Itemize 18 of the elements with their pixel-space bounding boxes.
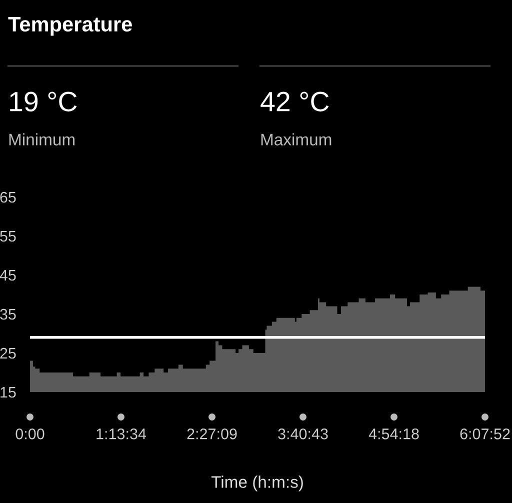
text: 19 °C [10, 92, 77, 112]
x-tick-label: 3:40:43 [278, 428, 328, 440]
chart-title: Temperature [8, 17, 132, 36]
x-tick-label: 4:54:18 [368, 428, 419, 440]
x-tick-label: 6:07:52 [460, 428, 510, 440]
y-tick-label: 35 [0, 308, 16, 320]
text: Minimum [9, 133, 74, 146]
y-tick-label: 15 [0, 387, 16, 398]
x-axis-title: Time (h:m:s) [211, 476, 303, 492]
x-tick-label: 1:13:34 [96, 428, 146, 440]
x-tick-label: 0:00 [16, 428, 44, 440]
text: 42 °C [260, 92, 329, 112]
text: Maximum [261, 133, 332, 146]
y-tick-label: 55 [0, 231, 16, 242]
y-tick-label: 65 [0, 192, 16, 203]
x-tick-label: 2:27:09 [187, 428, 237, 440]
y-tick-label: 25 [0, 348, 16, 359]
y-tick-label: 45 [0, 270, 16, 281]
